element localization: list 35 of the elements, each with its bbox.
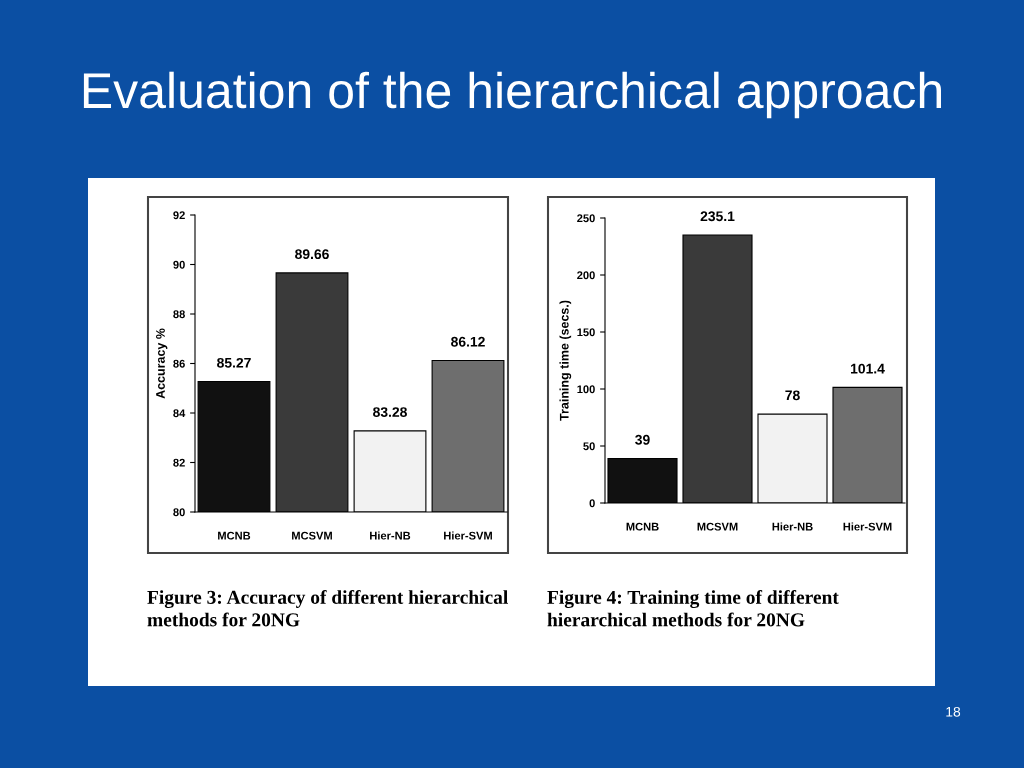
data-label: 101.4: [851, 363, 885, 374]
caption: Figure 4: Training time of different hierarchical methods for 20NG: [547, 590, 839, 627]
text: 18: [946, 706, 961, 717]
x-tick-label: MCNB: [626, 522, 659, 531]
data-label: 83.28: [373, 407, 407, 417]
y-tick-label: 100: [577, 385, 595, 394]
y-tick-label: 82: [173, 458, 185, 467]
data-label: 39: [635, 434, 650, 445]
data-label: 78: [785, 390, 800, 401]
x-tick-label: Hier-SVM: [444, 531, 492, 540]
x-tick-label: Hier-NB: [772, 522, 813, 531]
y-tick-label: 86: [173, 359, 185, 368]
data-label: 86.12: [451, 336, 485, 347]
x-tick-label: Hier-SVM: [843, 522, 892, 531]
x-tick-label: MCSVM: [697, 522, 738, 531]
y-tick-label: 50: [583, 442, 595, 451]
y-tick-label: 80: [173, 508, 185, 517]
caption: Figure 3: Accuracy of different hierarchical methods for 20NG: [147, 590, 508, 627]
y-tick-label: 90: [173, 260, 185, 269]
x-tick-label: MCNB: [218, 531, 251, 540]
y-tick-label: 150: [577, 328, 595, 337]
y-tick-label: 250: [577, 214, 595, 223]
y-tick-label: 200: [577, 271, 595, 280]
y-tick-label: 0: [589, 499, 595, 508]
x-tick-label: Hier-NB: [370, 531, 411, 540]
y-tick-label: 92: [173, 211, 185, 220]
data-label: 85.27: [217, 357, 251, 368]
y-axis-title: Accuracy %: [156, 328, 168, 399]
data-label: 89.66: [295, 249, 329, 260]
data-label: 235.1: [700, 211, 735, 222]
y-tick-label: 88: [173, 310, 185, 319]
chart-title: Evaluation of the hierarchical approach: [83, 71, 941, 119]
x-tick-label: MCSVM: [292, 531, 332, 540]
y-axis-title: Training time (secs.): [559, 300, 572, 421]
y-tick-label: 84: [173, 409, 186, 418]
